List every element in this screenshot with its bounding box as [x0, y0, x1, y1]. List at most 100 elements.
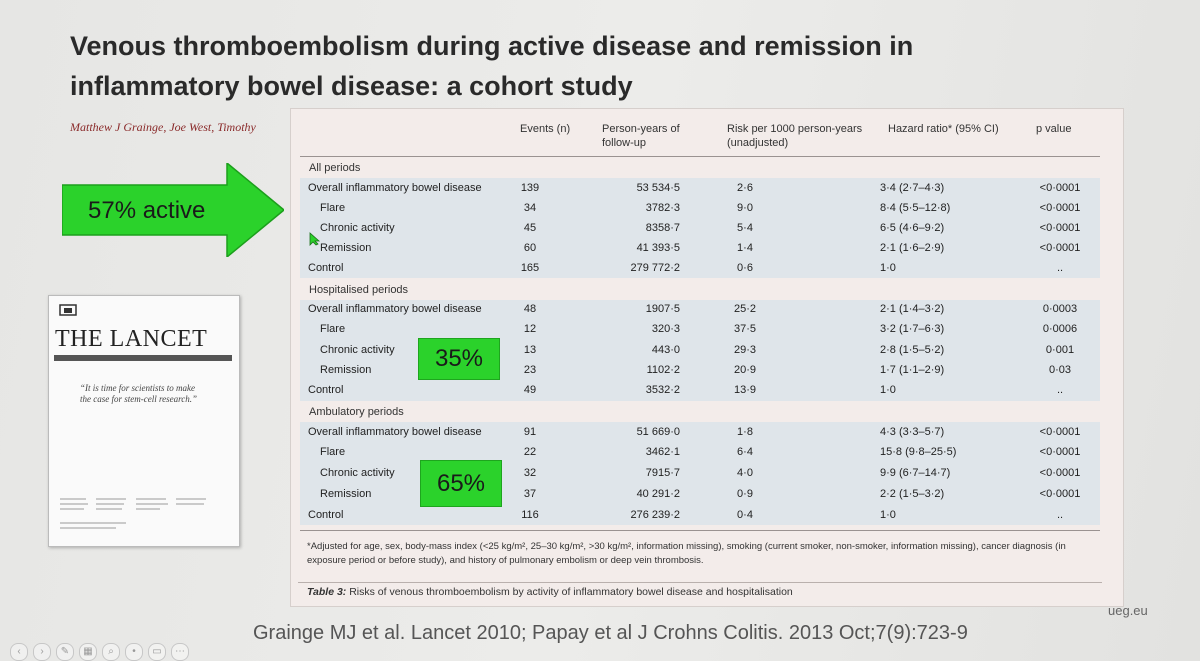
risk-cell: 5·4	[737, 222, 753, 234]
p-value-cell: <0·0001	[1039, 222, 1081, 234]
hazard-ratio-cell: 1·0	[880, 509, 896, 521]
journal-cover-quote: “It is time for scientists to make the c…	[80, 383, 198, 404]
section-band	[300, 178, 1100, 278]
row-label: Remission	[320, 364, 372, 376]
events-cell: 45	[523, 222, 537, 234]
p-value-cell: 0·001	[1045, 344, 1075, 356]
arrow-label: 57% active	[88, 197, 206, 224]
section-title: Hospitalised periods	[309, 284, 409, 296]
risk-cell: 20·9	[733, 364, 757, 376]
hazard-ratio-cell: 6·5 (4·6–9·2)	[880, 222, 945, 234]
table-row: Control 165 279 772·2 0·6 1·0 ..	[300, 259, 1100, 279]
header-risk: Risk per 1000 person-years (unadjusted)	[727, 123, 863, 149]
row-label: Chronic activity	[320, 222, 395, 234]
person-years-cell: 41 393·5	[636, 242, 680, 254]
events-cell: 49	[523, 384, 537, 396]
p-value-cell: <0·0001	[1039, 426, 1081, 438]
more-options-icon[interactable]: ⋯	[171, 643, 189, 661]
header-p-value: p value	[1036, 123, 1072, 135]
table-row: Control 49 3532·2 13·9 1·0 ..	[300, 381, 1100, 401]
row-label: Overall inflammatory bowel disease	[308, 182, 482, 194]
website-label: ueg.eu	[1108, 603, 1148, 618]
pen-icon[interactable]: ✎	[56, 643, 74, 661]
events-cell: 165	[520, 262, 540, 274]
events-cell: 13	[523, 344, 537, 356]
person-years-cell: 3532·2	[645, 384, 680, 396]
journal-cover-image	[48, 295, 240, 547]
p-value-cell: <0·0001	[1039, 488, 1081, 500]
table-row: Chronic activity 13 443·0 29·3 2·8 (1·5–…	[300, 341, 1100, 361]
slides-grid-icon[interactable]: ▦	[79, 643, 97, 661]
presenter-toolbar: ‹ › ✎ ▦ ⌕ • ▭ ⋯	[0, 641, 200, 661]
risk-cell: 25·2	[733, 303, 757, 315]
risk-cell: 29·3	[733, 344, 757, 356]
hazard-ratio-cell: 3·4 (2·7–4·3)	[880, 182, 945, 194]
risk-cell: 6·4	[737, 446, 753, 458]
subtitles-icon[interactable]: ▭	[148, 643, 166, 661]
caption-label: Table 3:	[307, 586, 347, 598]
events-cell: 139	[520, 182, 540, 194]
hazard-ratio-cell: 1·0	[880, 262, 896, 274]
risk-cell: 9·0	[737, 202, 753, 214]
p-value-cell: ..	[1056, 384, 1064, 396]
table-row: Overall inflammatory bowel disease 48 19…	[300, 300, 1100, 320]
risk-cell: 0·4	[737, 509, 753, 521]
slide-title: Venous thromboembolism during active dis…	[70, 31, 914, 101]
events-cell: 32	[523, 467, 537, 479]
table-row: Flare 22 3462·1 6·4 15·8 (9·8–25·5) <0·0…	[300, 443, 1100, 463]
events-cell: 34	[523, 202, 537, 214]
person-years-cell: 276 239·2	[630, 509, 680, 521]
section-title: Ambulatory periods	[309, 406, 404, 418]
events-cell: 22	[523, 446, 537, 458]
risk-cell: 13·9	[733, 384, 757, 396]
risk-cell: 0·9	[737, 488, 753, 500]
ambulatory-percentage-badge: 65%	[420, 460, 502, 507]
table-row: Chronic activity 45 8358·7 5·4 6·5 (4·6–…	[300, 219, 1100, 239]
hazard-ratio-cell: 15·8 (9·8–25·5)	[880, 446, 957, 458]
journal-name: THE LANCET	[55, 326, 208, 352]
events-cell: 48	[523, 303, 537, 315]
table-bottom-divider	[300, 530, 1100, 531]
hazard-ratio-cell: 2·2 (1·5–3·2)	[880, 488, 945, 500]
header-person-years: Person-years of follow-up	[602, 123, 680, 149]
header-divider	[300, 156, 1100, 157]
row-label: Overall inflammatory bowel disease	[308, 303, 482, 315]
person-years-cell: 1907·5	[645, 303, 680, 315]
journal-cover-contents	[60, 498, 206, 529]
risk-cell: 4·0	[737, 467, 753, 479]
hazard-ratio-cell: 2·8 (1·5–5·2)	[880, 344, 945, 356]
p-value-cell: 0·03	[1048, 364, 1072, 376]
p-value-cell: <0·0001	[1039, 446, 1081, 458]
previous-slide-icon[interactable]: ‹	[10, 643, 28, 661]
table-footnote: *Adjusted for age, sex, body-mass index …	[307, 541, 1066, 566]
p-value-cell: <0·0001	[1039, 242, 1081, 254]
table-caption: Table 3: Risks of venous thromboembolism…	[307, 586, 793, 598]
zoom-icon[interactable]: ⌕	[102, 643, 120, 661]
hazard-ratio-cell: 4·3 (3·3–5·7)	[880, 426, 945, 438]
caption-divider	[298, 582, 1102, 583]
header-hazard-ratio: Hazard ratio* (95% CI)	[888, 123, 999, 135]
person-years-cell: 443·0	[651, 344, 680, 356]
risk-cell: 37·5	[733, 323, 757, 335]
p-value-cell: ..	[1056, 509, 1064, 521]
p-value-cell: 0·0003	[1042, 303, 1078, 315]
events-cell: 12	[523, 323, 537, 335]
person-years-cell: 8358·7	[645, 222, 680, 234]
mouse-cursor-icon	[309, 232, 321, 246]
next-slide-icon[interactable]: ›	[33, 643, 51, 661]
slide-citation: Grainge MJ et al. Lancet 2010; Papay et …	[253, 622, 968, 644]
row-label: Flare	[320, 323, 346, 335]
row-label: Remission	[320, 242, 372, 254]
table-row: Overall inflammatory bowel disease 139 5…	[300, 179, 1100, 199]
p-value-cell: <0·0001	[1039, 182, 1081, 194]
p-value-cell: ..	[1056, 262, 1064, 274]
table-row: Remission 60 41 393·5 1·4 2·1 (1·6–2·9) …	[300, 239, 1100, 259]
table-row: Chronic activity 32 7915·7 4·0 9·9 (6·7–…	[300, 464, 1100, 484]
row-label: Chronic activity	[320, 467, 395, 479]
pointer-icon[interactable]: •	[125, 643, 143, 661]
person-years-cell: 40 291·2	[636, 488, 680, 500]
events-cell: 116	[521, 509, 539, 521]
p-value-cell: 0·0006	[1042, 323, 1078, 335]
hazard-ratio-cell: 8·4 (5·5–12·8)	[880, 202, 951, 214]
hospitalised-percentage-badge: 35%	[418, 338, 500, 380]
